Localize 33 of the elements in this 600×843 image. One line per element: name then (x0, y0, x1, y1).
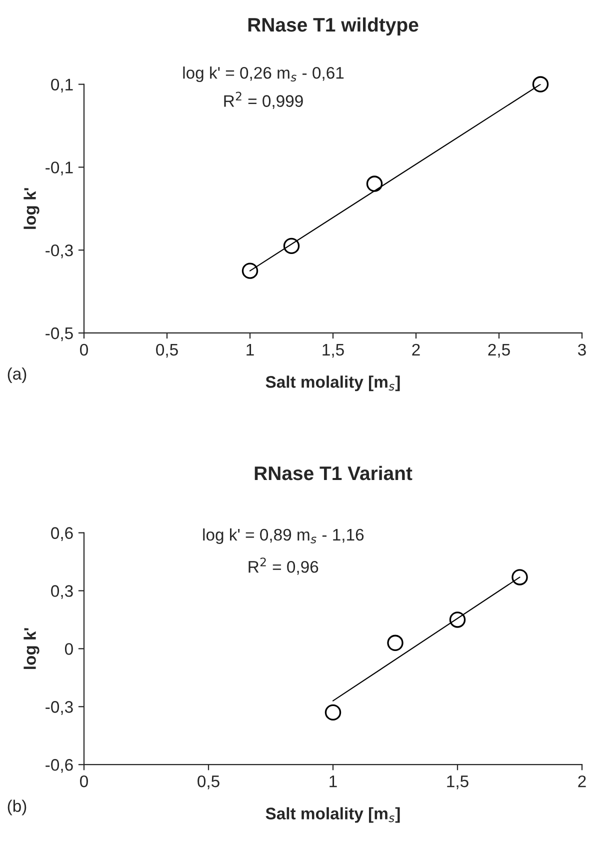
x-tick-label: 1 (246, 344, 254, 356)
x-tick-label: 0 (80, 775, 88, 788)
x-tick-label: 0,5 (156, 344, 178, 358)
y-tick-label: 0,3 (51, 585, 73, 599)
chart-title: RNase T1 wildtype (248, 17, 418, 36)
text: (a) (8, 367, 26, 384)
y-axis-title: log k' (24, 628, 40, 669)
x-tick-label: 3 (578, 344, 586, 356)
x-tick-label: 1 (330, 776, 337, 788)
x-tick-label: 2 (578, 775, 586, 788)
x-tick-label: 1,5 (322, 344, 344, 358)
y-axis-title: log k' (24, 188, 40, 229)
x-tick-label: 1,5 (447, 776, 468, 790)
y-tick-label: -0,5 (46, 327, 73, 342)
y-tick-label: 0,6 (51, 527, 73, 541)
x-axis-title: Salt molality [m$_{s}$] (266, 807, 400, 823)
text: log k' = 0,26 m$_{s}$ - 0,61 (183, 66, 344, 82)
annotation: R$^{2}$ = 0,96 (248, 558, 318, 575)
y-tick-label: 0,1 (51, 78, 73, 92)
x-axis-title: Salt molality [m$_{s}$] (266, 376, 400, 392)
annotation: log k' = 0,89 m$_{s}$ - 1,16 (203, 528, 364, 544)
x-tick-label: 0,5 (198, 775, 220, 790)
y-tick-label: -0,3 (46, 244, 73, 258)
y-tick-label: 0 (64, 643, 73, 655)
y-tick-label: -0,1 (46, 162, 73, 176)
x-tick-label: 0 (80, 344, 88, 356)
x-tick-label: 2,5 (488, 344, 510, 358)
annotation: R$^{2}$ = 0,999 (224, 92, 303, 109)
chart-title: RNase T1 Variant (254, 466, 412, 480)
text: (b) (8, 800, 26, 816)
x-tick-label: 2 (412, 344, 420, 356)
y-tick-label: -0,3 (46, 701, 73, 715)
y-tick-label: -0,6 (46, 759, 73, 773)
